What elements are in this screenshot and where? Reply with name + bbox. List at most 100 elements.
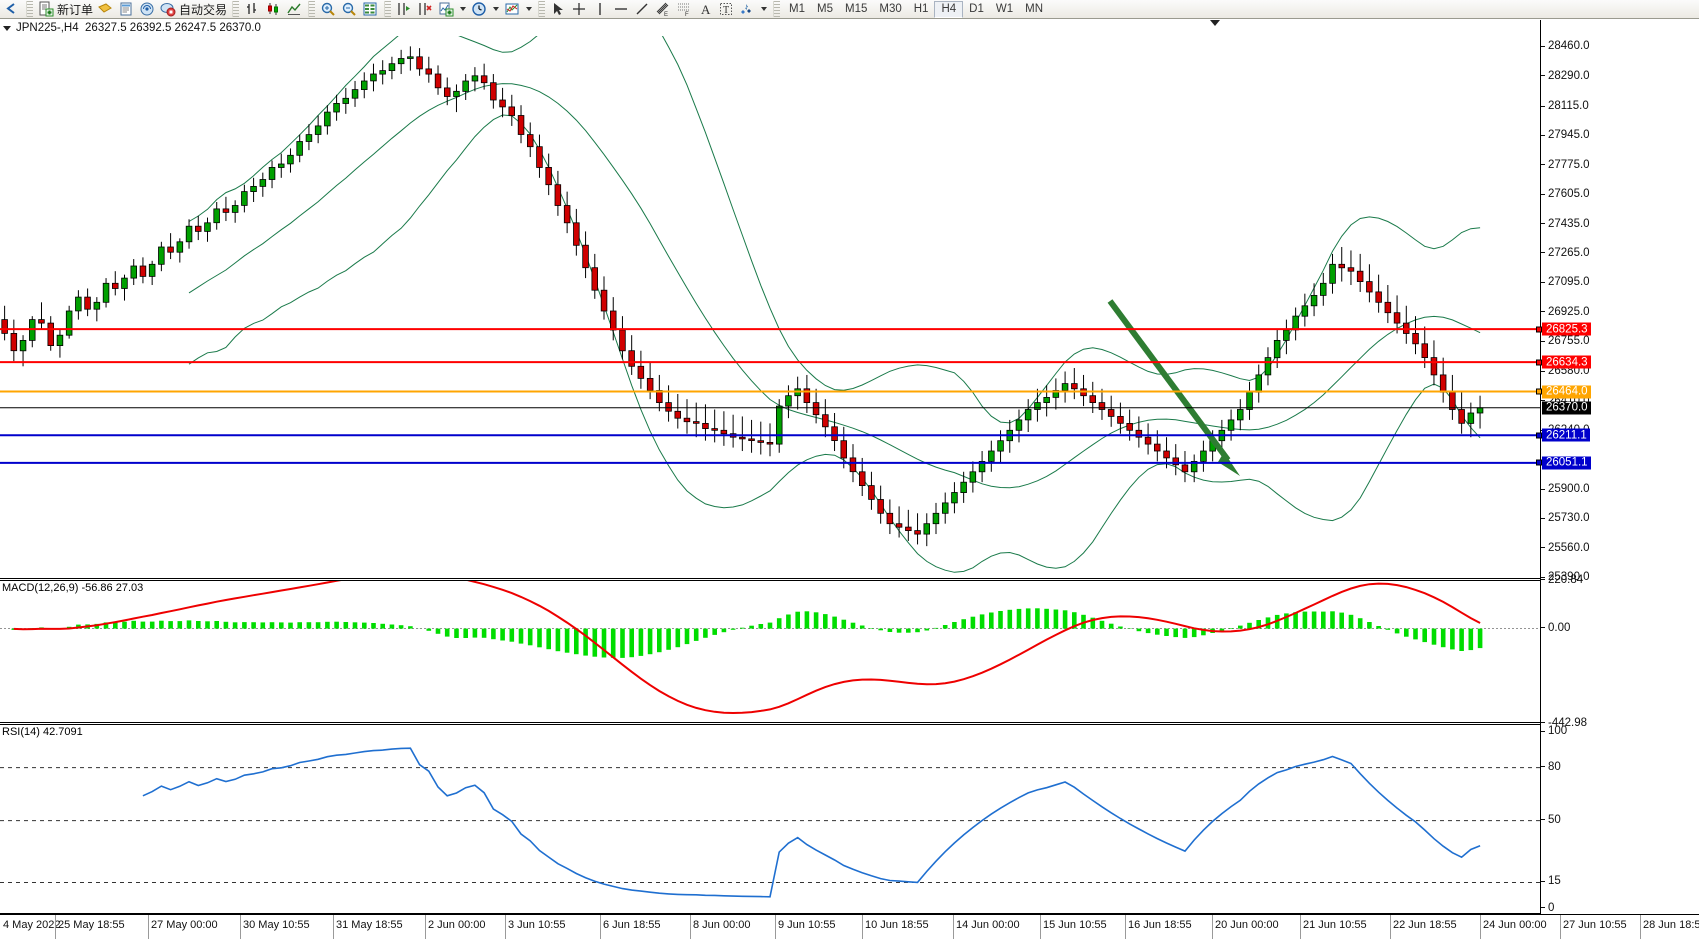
zoom-out-button[interactable]: [339, 0, 360, 18]
price-tick: 27435.0: [1541, 218, 1590, 230]
price-chart-pane[interactable]: [0, 36, 1540, 579]
data-grid-button[interactable]: [360, 0, 381, 18]
timeframe-h1[interactable]: H1: [913, 3, 929, 15]
time-label: 9 Jun 10:55: [778, 919, 836, 931]
candlestick-icon: [265, 1, 282, 17]
price-level-label-pivot[interactable]: 26464.0: [1536, 385, 1591, 399]
candlestick-chart-button[interactable]: [263, 0, 284, 18]
price-level-label-support[interactable]: 26211.1: [1536, 428, 1590, 442]
indicators-dropdown-caret[interactable]: [460, 7, 467, 11]
time-separator: [953, 915, 954, 939]
timeframe-d1[interactable]: D1: [969, 3, 984, 15]
objects-icon: [739, 1, 756, 17]
toolbar-back-arrow[interactable]: [2, 0, 23, 18]
tick-dash: [1541, 488, 1545, 490]
auto-scroll-button[interactable]: [415, 0, 436, 18]
fibonacci-icon: F: [676, 1, 693, 17]
tick-dash: [1541, 400, 1545, 402]
level-value: 26634.3: [1546, 356, 1588, 369]
rsi-tick: 50: [1541, 814, 1561, 826]
time-separator: [148, 915, 149, 939]
tick-dash: [1541, 223, 1545, 225]
cursor-tool-button[interactable]: [548, 0, 569, 18]
text-icon: A: [697, 1, 714, 17]
price-level-label-support[interactable]: 26051.1: [1536, 456, 1591, 470]
timeframe-w1[interactable]: W1: [995, 3, 1014, 15]
level-handle[interactable]: [1536, 459, 1542, 466]
objects-dropdown-caret[interactable]: [761, 7, 768, 11]
time-separator: [1125, 915, 1126, 939]
templates-dropdown-caret[interactable]: [526, 7, 533, 11]
bar-chart-button[interactable]: [242, 0, 263, 18]
rsi-label: RSI(14) 42.7091: [2, 726, 83, 738]
level-handle[interactable]: [1536, 359, 1542, 366]
time-label: 30 May 10:55: [243, 919, 310, 931]
template-icon: [504, 1, 521, 17]
macd-pane[interactable]: MACD(12,26,9) -56.86 27.03: [0, 580, 1540, 723]
periods-button[interactable]: [469, 0, 490, 18]
trendline-button[interactable]: [632, 0, 653, 18]
main-toolbar: 新订单: [0, 0, 1699, 19]
vertical-line-button[interactable]: [590, 0, 611, 18]
auto-trading-button[interactable]: 自动交易: [158, 0, 229, 18]
periods-dropdown-caret[interactable]: [493, 7, 500, 11]
horizontal-line-button[interactable]: [611, 0, 632, 18]
time-separator: [1640, 915, 1641, 939]
signal-icon: [139, 1, 156, 17]
signals-button[interactable]: [137, 0, 158, 18]
objects-list-button[interactable]: [737, 0, 758, 18]
timeframe-m15[interactable]: M15: [845, 3, 868, 15]
clock-icon: [471, 1, 488, 17]
svg-text:F: F: [685, 12, 689, 17]
time-separator: [1390, 915, 1391, 939]
time-label: 15 Jun 10:55: [1043, 919, 1107, 931]
expert-advisor-button[interactable]: [95, 0, 116, 18]
timeframe-m5[interactable]: M5: [817, 3, 833, 15]
chart-shift-button[interactable]: [394, 0, 415, 18]
level-handle[interactable]: [1536, 388, 1542, 395]
text-label-button[interactable]: T: [716, 0, 737, 18]
new-order-button[interactable]: 新订单: [36, 0, 95, 18]
price-scale[interactable]: 28460.0 28290.0 28115.0 27945.0 27775.0 27605…: [1536, 20, 1699, 914]
time-separator: [1480, 915, 1481, 939]
indicators-button[interactable]: [436, 0, 457, 18]
templates-button[interactable]: [502, 0, 523, 18]
rsi-pane[interactable]: RSI(14) 42.7091: [0, 724, 1540, 914]
time-separator: [775, 915, 776, 939]
price-level-label-resistance[interactable]: 26634.3: [1536, 355, 1591, 369]
zoom-in-icon: [320, 1, 337, 17]
price-level-label-resistance[interactable]: 26825.3: [1536, 322, 1591, 336]
level-handle[interactable]: [1536, 326, 1542, 333]
level-value: 26051.1: [1546, 456, 1588, 469]
price-level-label-last-price[interactable]: 26370.0: [1542, 401, 1591, 415]
line-chart-button[interactable]: [284, 0, 305, 18]
equidistant-channel-icon: E: [655, 1, 672, 17]
crosshair-tool-button[interactable]: [569, 0, 590, 18]
trendline-icon: [634, 1, 651, 17]
tick-dash: [1541, 340, 1545, 342]
time-label: 20 Jun 00:00: [1215, 919, 1279, 931]
text-button[interactable]: A: [695, 0, 716, 18]
timeframe-h4[interactable]: H4: [934, 0, 964, 18]
data-window-button[interactable]: [116, 0, 137, 18]
chart-shift-icon: [396, 1, 413, 17]
level-handle[interactable]: [1536, 432, 1542, 439]
time-label: 16 Jun 18:55: [1128, 919, 1192, 931]
fibonacci-button[interactable]: F: [674, 0, 695, 18]
timeframe-mn[interactable]: MN: [1025, 3, 1043, 15]
symbol-ohlc-label: JPN225-,H4 26327.5 26392.5 26247.5 26370…: [16, 22, 261, 34]
tick-dash: [1541, 819, 1545, 821]
toolbar-separator-5: [538, 1, 546, 17]
tick-dash: [1541, 576, 1545, 578]
cursor-icon: [550, 1, 567, 17]
vertical-line-icon: [592, 1, 609, 17]
zoom-in-button[interactable]: [318, 0, 339, 18]
equidistant-channel-button[interactable]: E: [653, 0, 674, 18]
symbol-collapse-icon[interactable]: [3, 25, 11, 31]
timeframe-m30[interactable]: M30: [879, 3, 902, 15]
tick-dash: [1541, 311, 1545, 313]
price-tick: 25900.0: [1541, 483, 1590, 495]
time-separator: [1300, 915, 1301, 939]
tick-dash: [1541, 547, 1545, 549]
timeframe-m1[interactable]: M1: [789, 3, 806, 15]
